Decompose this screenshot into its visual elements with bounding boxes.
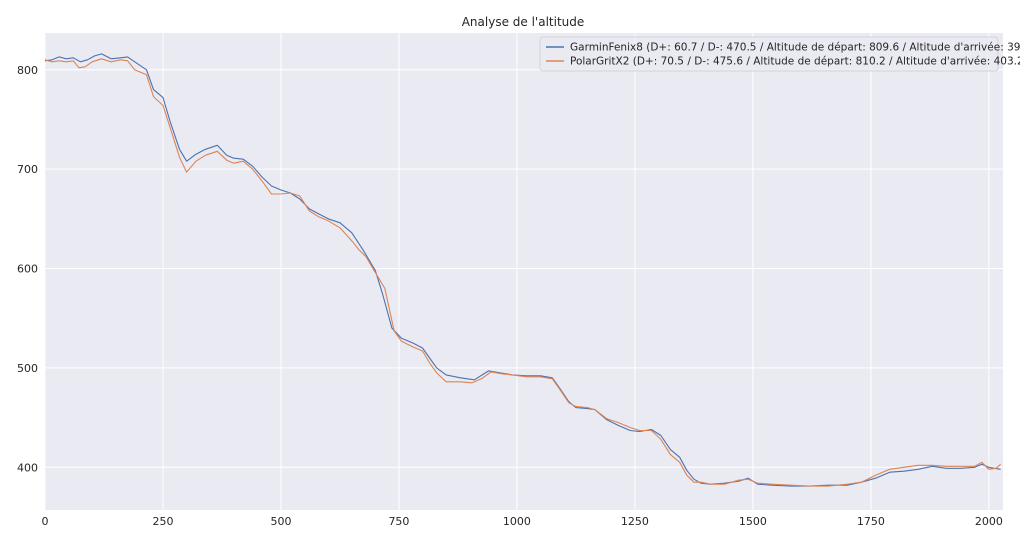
x-tick-label: 750 xyxy=(388,515,409,528)
x-tick-label: 2000 xyxy=(975,515,1003,528)
y-tick-label: 400 xyxy=(17,461,38,474)
x-tick-label: 0 xyxy=(42,515,49,528)
series-line-0 xyxy=(44,53,1001,487)
x-axis: 0 250 500 750 1000 1250 1500 1750 2000 xyxy=(42,515,1003,528)
y-tick-label: 700 xyxy=(17,163,38,176)
x-tick-label: 1750 xyxy=(857,515,885,528)
y-axis: 400 500 600 700 800 xyxy=(17,64,38,474)
plot-area xyxy=(44,33,1003,510)
y-tick-label: 500 xyxy=(17,362,38,375)
legend: GarminFenix8 (D+: 60.7 / D-: 470.5 / Alt… xyxy=(539,36,1020,72)
y-tick-label: 800 xyxy=(17,64,38,77)
plot-background xyxy=(45,33,1003,510)
x-tick-label: 1000 xyxy=(503,515,531,528)
x-tick-label: 1250 xyxy=(621,515,649,528)
chart-title: Analyse de l'altitude xyxy=(462,15,585,29)
legend-label-1: PolarGritX2 (D+: 70.5 / D-: 475.6 / Alti… xyxy=(570,56,1020,68)
y-tick-label: 600 xyxy=(17,263,38,276)
x-tick-label: 500 xyxy=(270,515,291,528)
legend-label-0: GarminFenix8 (D+: 60.7 / D-: 470.5 / Alt… xyxy=(570,42,1020,54)
legend-box xyxy=(539,36,999,72)
x-tick-label: 250 xyxy=(152,515,173,528)
series-line-1 xyxy=(44,58,1001,487)
series-lines xyxy=(44,53,1001,487)
x-tick-label: 1500 xyxy=(739,515,767,528)
